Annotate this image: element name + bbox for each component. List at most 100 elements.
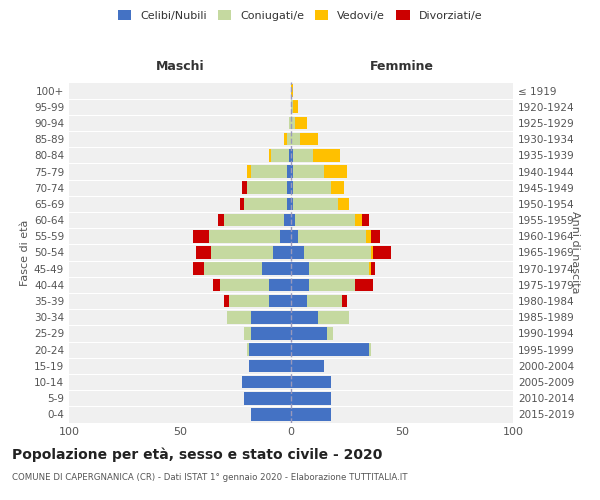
Bar [317,311,349,324]
Bar [291,182,293,194]
Bar [291,100,293,113]
Bar [304,246,371,259]
Bar [249,344,291,356]
Bar [291,262,309,275]
Bar [355,214,362,226]
Bar [291,327,326,340]
Bar [227,311,251,324]
Bar [280,230,291,242]
Bar [291,295,307,308]
Bar [326,327,333,340]
Bar [293,100,298,113]
Bar [224,295,229,308]
Bar [251,165,287,178]
Bar [284,133,287,145]
Bar [309,262,368,275]
Bar [244,392,291,404]
Bar [291,408,331,420]
Bar [368,262,371,275]
Bar [291,360,325,372]
Bar [193,262,205,275]
Bar [291,133,300,145]
Bar [373,246,391,259]
Bar [291,165,293,178]
Bar [247,344,249,356]
Bar [307,295,342,308]
Bar [287,165,291,178]
Bar [269,278,291,291]
Bar [262,262,291,275]
Bar [291,392,331,404]
Bar [218,214,224,226]
Bar [291,214,295,226]
Bar [242,182,247,194]
Bar [289,149,291,162]
Bar [371,246,373,259]
Bar [291,149,293,162]
Bar [224,214,284,226]
Bar [291,230,298,242]
Bar [251,311,291,324]
Bar [251,408,291,420]
Bar [209,230,280,242]
Bar [342,295,347,308]
Bar [300,133,317,145]
Bar [291,311,317,324]
Bar [271,149,289,162]
Bar [295,116,307,130]
Bar [291,344,368,356]
Bar [193,230,209,242]
Bar [247,182,287,194]
Bar [247,165,251,178]
Bar [338,198,349,210]
Bar [220,278,269,291]
Bar [242,376,291,388]
Bar [293,182,331,194]
Bar [325,165,347,178]
Bar [229,295,269,308]
Bar [291,278,309,291]
Bar [287,133,291,145]
Bar [362,214,369,226]
Bar [295,214,355,226]
Bar [293,149,313,162]
Bar [251,327,291,340]
Text: Popolazione per età, sesso e stato civile - 2020: Popolazione per età, sesso e stato civil… [12,448,382,462]
Bar [244,327,251,340]
Bar [371,230,380,242]
Bar [313,149,340,162]
Bar [293,165,325,178]
Legend: Celibi/Nubili, Coniugati/e, Vedovi/e, Divorziati/e: Celibi/Nubili, Coniugati/e, Vedovi/e, Di… [113,6,487,25]
Bar [196,246,211,259]
Bar [249,360,291,372]
Bar [309,278,355,291]
Bar [284,214,291,226]
Bar [273,246,291,259]
Text: Femmine: Femmine [370,60,434,73]
Bar [291,198,293,210]
Bar [291,116,295,130]
Bar [331,182,344,194]
Bar [293,198,338,210]
Text: COMUNE DI CAPERGNANICA (CR) - Dati ISTAT 1° gennaio 2020 - Elaborazione TUTTITAL: COMUNE DI CAPERGNANICA (CR) - Dati ISTAT… [12,472,407,482]
Bar [244,198,287,210]
Bar [291,246,304,259]
Bar [287,182,291,194]
Y-axis label: Anni di nascita: Anni di nascita [570,211,580,294]
Bar [214,278,220,291]
Bar [371,262,376,275]
Bar [269,295,291,308]
Bar [287,198,291,210]
Text: Maschi: Maschi [155,60,205,73]
Bar [298,230,367,242]
Bar [367,230,371,242]
Y-axis label: Fasce di età: Fasce di età [20,220,30,286]
Bar [355,278,373,291]
Bar [211,246,273,259]
Bar [240,198,244,210]
Bar [368,344,371,356]
Bar [291,376,331,388]
Bar [289,116,291,130]
Bar [269,149,271,162]
Bar [291,84,293,97]
